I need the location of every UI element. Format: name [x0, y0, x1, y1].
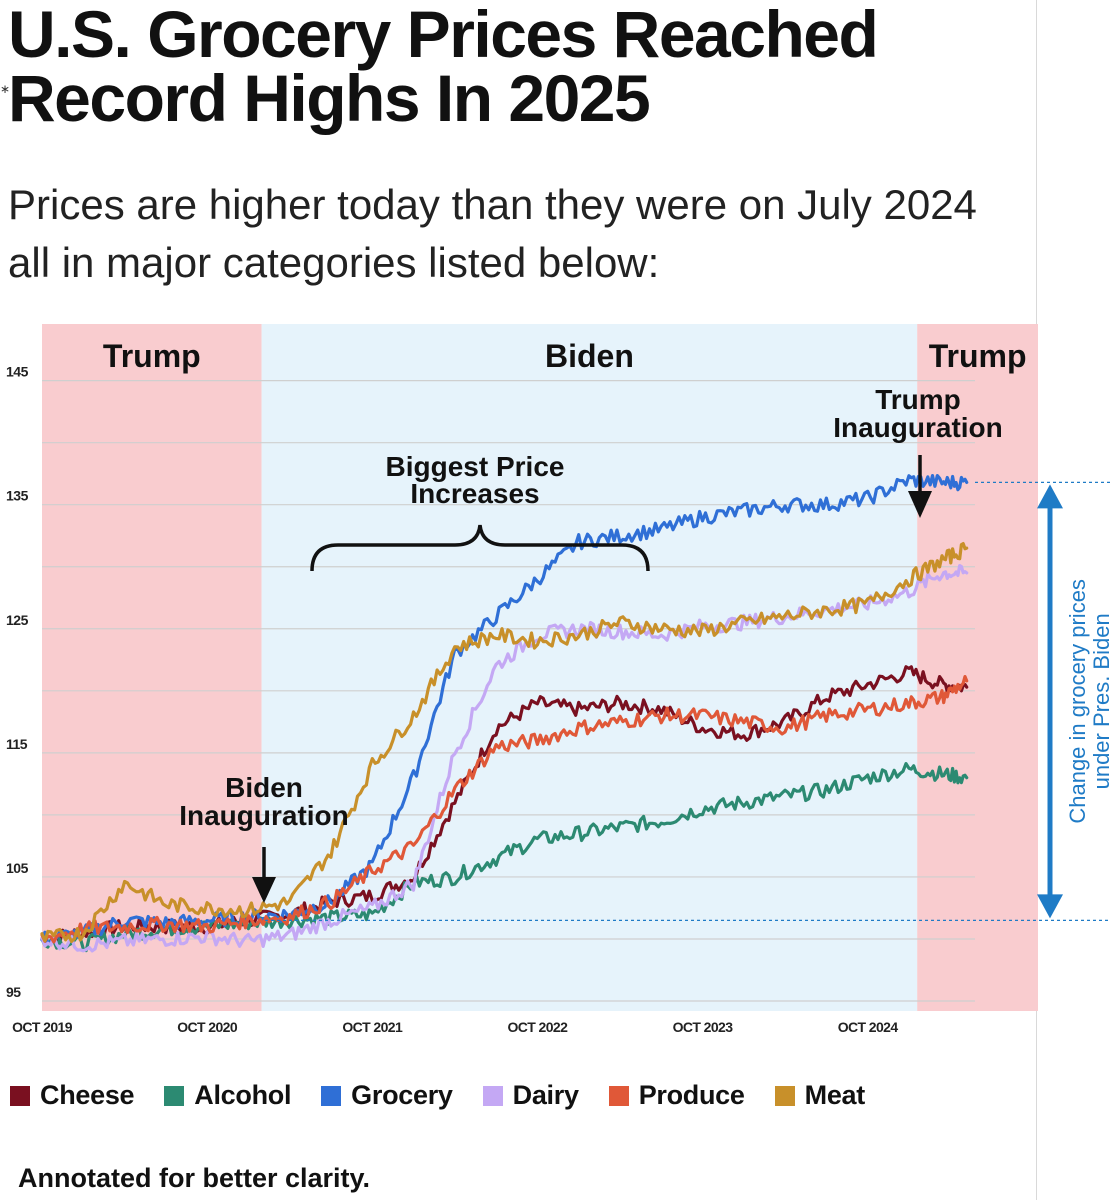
region-label-trump: Trump — [929, 338, 1027, 374]
annotation-biden-line1: Biden — [225, 772, 303, 803]
down-arrow-icon — [1037, 894, 1063, 919]
region-trump-0 — [42, 324, 262, 1011]
y-tick-label: 115 — [6, 736, 28, 752]
annotation-biggest-line2: Increases — [410, 478, 539, 509]
legend-swatch — [164, 1085, 185, 1106]
y-tick-label: 105 — [6, 860, 29, 876]
x-tick-label: OCT 2022 — [507, 1019, 568, 1035]
brace-icon — [310, 524, 650, 572]
x-tick-label: OCT 2021 — [342, 1019, 403, 1035]
change-label-line2: under Pres. Biden — [1089, 613, 1111, 789]
legend-label: Cheese — [40, 1080, 135, 1110]
x-tick-label: OCT 2020 — [177, 1019, 238, 1035]
chart-title: U.S. Grocery Prices Reached Record Highs… — [8, 0, 879, 135]
legend-swatch — [774, 1085, 795, 1106]
legend: Cheese Alcohol Grocery Dairy Produce Meat — [10, 1080, 1030, 1111]
y-tick-label: 95 — [6, 984, 21, 1000]
y-tick-label: 135 — [6, 488, 29, 504]
legend-item-cheese: Cheese — [10, 1080, 135, 1111]
x-tick-label: OCT 2024 — [838, 1019, 899, 1035]
y-tick-label: 125 — [6, 612, 29, 628]
x-tick-label: OCT 2023 — [673, 1019, 734, 1035]
annotation-biden-line2: Inauguration — [179, 800, 349, 831]
legend-label: Dairy — [512, 1080, 579, 1110]
legend-label: Meat — [804, 1080, 866, 1110]
legend-item-alcohol: Alcohol — [164, 1080, 291, 1111]
legend-label: Alcohol — [194, 1080, 292, 1110]
x-tick-label: OCT 2019 — [12, 1019, 73, 1035]
change-label-line1: Change in grocery prices — [1065, 579, 1090, 824]
up-arrow-icon — [1037, 484, 1063, 509]
legend-swatch — [482, 1085, 503, 1106]
region-trump-2 — [917, 324, 1038, 1011]
change-label-group: Change in grocery prices under Pres. Bide… — [1065, 579, 1111, 824]
annotation-biggest-line1: Biggest Price — [386, 451, 565, 482]
y-tick-label: 145 — [6, 364, 29, 380]
legend-swatch — [608, 1085, 629, 1106]
series-line-dairy — [40, 564, 969, 953]
legend-item-grocery: Grocery — [321, 1080, 453, 1111]
legend-swatch — [321, 1085, 342, 1106]
legend-swatch — [10, 1085, 30, 1106]
series-line-meat — [40, 542, 969, 944]
legend-label: Grocery — [351, 1080, 453, 1110]
legend-item-dairy: Dairy — [482, 1080, 579, 1111]
legend-item-meat: Meat — [774, 1080, 866, 1111]
annotation-trump-line1: Trump — [875, 384, 961, 415]
annotation-trump-line2: Inauguration — [833, 412, 1003, 443]
footnote: Annotated for better clarity. — [18, 1163, 371, 1193]
grocery-price-chart: Trump Biden Trump 95 105 115 125 135 145 OCT 20… — [6, 324, 1111, 1035]
chart-subtitle: Prices are higher today than they were o… — [8, 181, 977, 286]
legend-item-produce: Produce — [608, 1080, 745, 1111]
region-label-biden: Biden — [545, 338, 634, 374]
region-label-trump: Trump — [103, 338, 201, 374]
stray-mark: ∗ — [0, 82, 11, 96]
legend-label: Produce — [638, 1080, 745, 1110]
down-arrow-icon — [908, 491, 932, 518]
series-line-produce — [40, 675, 969, 944]
down-arrow-icon — [252, 877, 276, 903]
